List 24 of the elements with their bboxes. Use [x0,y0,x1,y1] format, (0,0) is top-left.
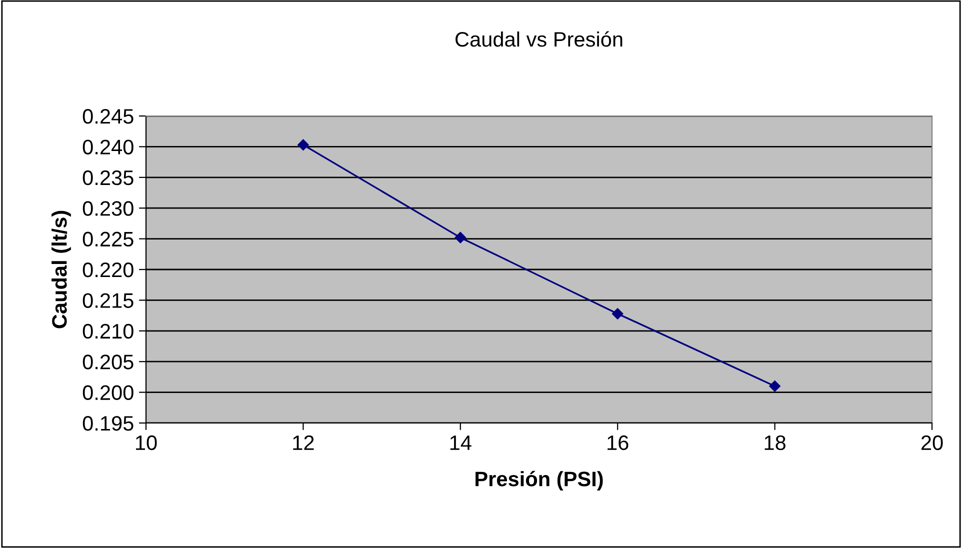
x-tick-label: 20 [921,435,943,450]
y-tick-label: 0.195 [82,416,134,431]
point [769,380,780,392]
chart-title: Caudal vs Presión [456,31,622,47]
y-tick-label: 0.230 [82,201,134,216]
x-tick-label: 18 [764,435,786,450]
y-tick-label: 0.205 [82,354,134,370]
y-tick-label: 0.210 [82,324,134,339]
point [612,308,624,320]
x-tick-label: 14 [450,436,472,450]
x-tick-label: 16 [608,435,628,450]
y-tick-label: 0.245 [82,109,134,124]
x-axis-title: Presión (PSI) [476,470,603,490]
y-tick-label: 0.240 [82,140,134,154]
point [298,139,309,150]
y-tick-label: 0.220 [82,262,134,278]
y-axis-title: Caudal (lt/s) [52,210,71,328]
x-tick-label: 12 [293,435,314,450]
y-tick-label: 0.215 [82,293,134,308]
x-tick-label: 10 [136,435,157,450]
point [454,232,466,244]
y-tick-label: 0.225 [82,232,134,247]
y-tick-label: 0.235 [82,170,134,186]
y-tick-label: 0.200 [82,385,134,400]
